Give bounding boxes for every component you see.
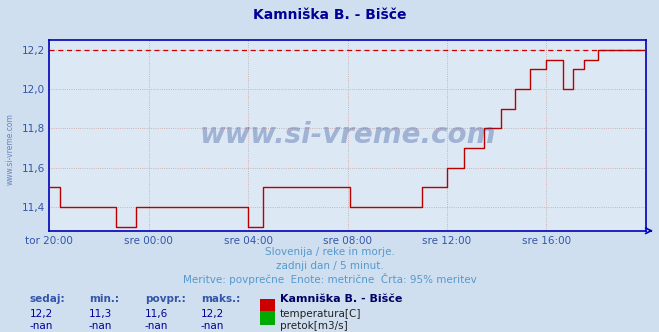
Text: -nan: -nan	[145, 321, 168, 331]
Text: -nan: -nan	[30, 321, 53, 331]
Text: temperatura[C]: temperatura[C]	[280, 309, 362, 319]
Text: Slovenija / reke in morje.: Slovenija / reke in morje.	[264, 247, 395, 257]
Text: -nan: -nan	[89, 321, 112, 331]
Text: 11,6: 11,6	[145, 309, 168, 319]
Text: Meritve: povprečne  Enote: metrične  Črta: 95% meritev: Meritve: povprečne Enote: metrične Črta:…	[183, 273, 476, 285]
Text: www.si-vreme.com: www.si-vreme.com	[200, 121, 496, 149]
Text: min.:: min.:	[89, 294, 119, 304]
Text: pretok[m3/s]: pretok[m3/s]	[280, 321, 348, 331]
Text: 12,2: 12,2	[201, 309, 224, 319]
Text: maks.:: maks.:	[201, 294, 241, 304]
Text: sedaj:: sedaj:	[30, 294, 65, 304]
Text: -nan: -nan	[201, 321, 224, 331]
Text: 11,3: 11,3	[89, 309, 112, 319]
Text: zadnji dan / 5 minut.: zadnji dan / 5 minut.	[275, 261, 384, 271]
Text: www.si-vreme.com: www.si-vreme.com	[5, 114, 14, 185]
Text: povpr.:: povpr.:	[145, 294, 186, 304]
Text: Kamniška B. - Bišče: Kamniška B. - Bišče	[253, 8, 406, 22]
Text: Kamniška B. - Bišče: Kamniška B. - Bišče	[280, 294, 403, 304]
Text: 12,2: 12,2	[30, 309, 53, 319]
